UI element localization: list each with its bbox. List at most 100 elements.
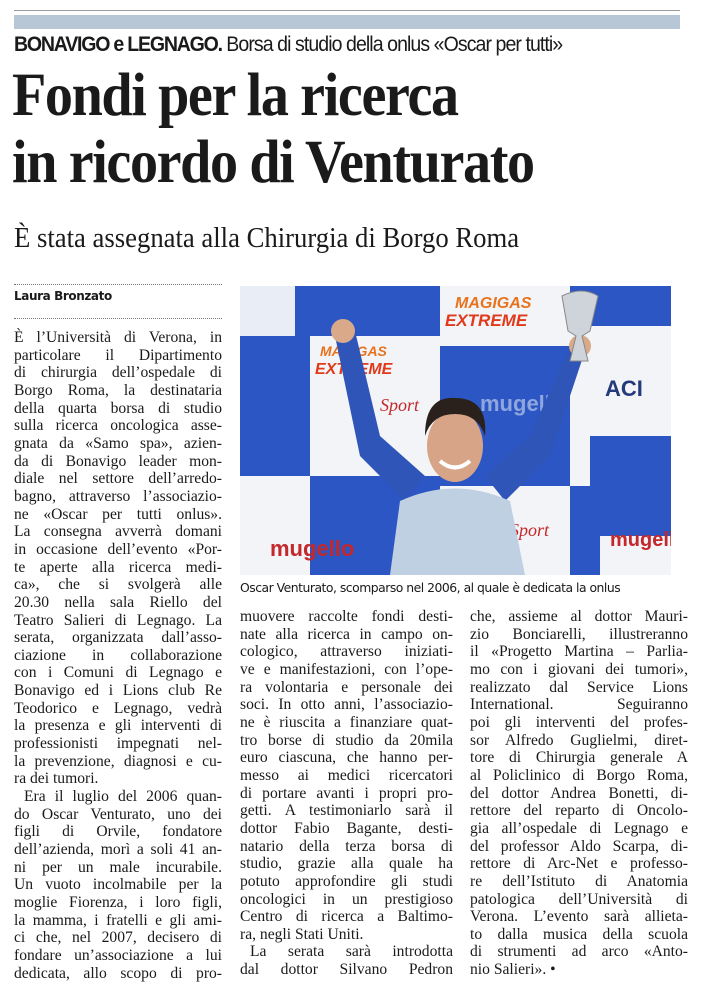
- text-line: patologica dell’Università di: [470, 890, 688, 908]
- text-line: ne è riuscita a finanziare quat-: [240, 713, 453, 731]
- text-line: la presenza e gli interventi di: [14, 717, 222, 735]
- text-line: ve e manifestazioni, con l’ope-: [240, 660, 453, 678]
- text-line: Bonavigo ed i Lions club Re: [14, 682, 222, 700]
- text-line: ciazione in collaborazione: [14, 646, 222, 664]
- text-line: fondare un’associazione a lui: [14, 946, 222, 964]
- text-line: gia all’ospedale di Legnago e: [470, 819, 688, 837]
- text-line: professionisti impegnati nel-: [14, 735, 222, 753]
- text-line: È l’Università di Verona, in: [14, 329, 222, 346]
- text-line: serata, organizzata dall’asso-: [14, 629, 222, 647]
- text-line: di portare avanti i propri pro-: [240, 784, 453, 802]
- text-line: soci. In otto anni, l’associazio-: [240, 696, 453, 714]
- divider: [14, 318, 222, 319]
- text-line: la mamma, i fratelli e gli ami-: [14, 911, 222, 929]
- text-line: ra dei tumori.: [14, 770, 99, 788]
- text-line: la prevenzione, diagnosi e cu-: [14, 752, 222, 770]
- text-line: tro borse di studio da 20mila: [240, 731, 453, 749]
- text-line: il «Progetto Martina – Parlia-: [470, 643, 688, 661]
- text-line: to dalla musica della scuola: [470, 925, 688, 943]
- text-line: International. Seguiranno: [470, 696, 688, 714]
- text-line: rettore del reparto di Oncolo-: [470, 802, 688, 820]
- text-line: ni per un male incurabile.: [14, 858, 222, 876]
- text-line: di chirurgia dell’ospedale di: [14, 364, 222, 382]
- photo-caption: Oscar Venturato, scomparso nel 2006, al …: [240, 580, 621, 595]
- svg-text:MAGIGAS: MAGIGAS: [455, 295, 532, 312]
- kicker-location: BONAVIGO e LEGNAGO.: [14, 33, 223, 56]
- text-line: di strumenti ad arco «Anto-: [470, 943, 688, 961]
- text-line: zio Bonciarelli, illustreranno: [470, 625, 688, 643]
- text-line: Teatro Salieri di Legnago. La: [14, 611, 222, 629]
- text-line: Borgo Roma, la destinataria: [14, 381, 222, 399]
- text-line: te aperte alla ricerca medi-: [14, 558, 222, 576]
- text-line: in occasione dell’evento «Por-: [14, 540, 222, 558]
- paragraph: È l’Università di Verona, in particolare …: [14, 329, 222, 788]
- podium-photo: MAGIGAS EXTREME MAGIGAS EXTREME Sport AC…: [240, 286, 671, 575]
- text-line: dal dottor Silvano Pedron: [240, 961, 453, 979]
- text-line: con i Comuni di Legnago e: [14, 664, 222, 682]
- text-line: diale nel settore dell’arredo-: [14, 470, 222, 488]
- svg-text:Sport: Sport: [380, 395, 420, 415]
- text-line: che, assieme al dottor Mauri-: [470, 608, 688, 625]
- svg-text:Sport: Sport: [510, 520, 550, 540]
- top-rule: [14, 10, 680, 11]
- text-line: poi gli interventi del profes-: [470, 713, 688, 731]
- paragraph: che, assieme al dottor Mauri-zio Bonciar…: [470, 608, 688, 979]
- text-line: nio Salieri». •: [470, 961, 556, 979]
- article-column-3: che, assieme al dottor Mauri-zio Bonciar…: [470, 608, 688, 979]
- text-line: bagno, attraverso l’associazio-: [14, 487, 222, 505]
- text-line: muovere raccolte fondi desti-: [240, 608, 453, 625]
- article-column-1: È l’Università di Verona, in particolare …: [14, 329, 222, 982]
- photo-oscar-venturato: MAGIGAS EXTREME MAGIGAS EXTREME Sport AC…: [240, 286, 671, 575]
- text-line: do Oscar Venturato, uno dei: [14, 805, 222, 823]
- text-line: ra, negli Stati Uniti.: [240, 925, 364, 943]
- text-line: del dottor Andrea Bonetti, di-: [470, 784, 688, 802]
- text-line: Centro di ricerca a Baltimo-: [240, 908, 453, 926]
- svg-text:mugello: mugello: [270, 536, 354, 561]
- text-line: gnata da «Samo spa», azien-: [14, 434, 222, 452]
- text-line: La consegna avverrà domani: [14, 523, 222, 541]
- subtitle: È stata assegnata alla Chirurgia di Borg…: [14, 222, 520, 254]
- text-line: figli di Orvile, fondatore: [14, 823, 222, 841]
- text-line: al Policlinico di Borgo Roma,: [470, 766, 688, 784]
- text-line: nate alla ricerca in campo on-: [240, 625, 453, 643]
- text-line: oncologici in un prestigioso: [240, 890, 453, 908]
- paragraph: La serata sarà introdotta dal dottor Silv…: [240, 943, 453, 978]
- text-line: dedicata, allo scopo di pro-: [14, 964, 222, 982]
- text-line: potuto approfondire gli studi: [240, 872, 453, 890]
- text-line: getti. A testimoniarlo sarà il: [240, 802, 453, 820]
- text-line: Un vuoto incolmabile per la: [14, 876, 222, 894]
- text-line: studio, grazie alla quale ha: [240, 855, 453, 873]
- text-line: ci che, nel 2007, decisero di: [14, 929, 222, 947]
- svg-text:mugello: mugello: [610, 529, 671, 551]
- text-line: realizzato dal Service Lions: [470, 678, 688, 696]
- text-line: del professor Aldo Scarpa, di-: [470, 837, 688, 855]
- text-line: re dell’Istituto di Anatomia: [470, 872, 688, 890]
- text-line: particolare il Dipartimento: [14, 346, 222, 364]
- text-line: mo con i giovani dei tumori»,: [470, 660, 688, 678]
- text-line: sulla ricerca oncologica asse-: [14, 417, 222, 435]
- svg-text:EXTREME: EXTREME: [445, 311, 528, 330]
- text-line: messo ai medici ricercatori: [240, 766, 453, 784]
- text-line: Era il luglio del 2006 quan-: [24, 788, 222, 806]
- headline-line: in ricordo di Venturato: [12, 129, 535, 196]
- kicker: BONAVIGO e LEGNAGO. Borsa di studio dell…: [14, 33, 563, 57]
- text-line: Verona. L’evento sarà allieta-: [470, 908, 688, 926]
- svg-text:ACI: ACI: [605, 376, 643, 401]
- text-line: euro ciascuna, che hanno per-: [240, 749, 453, 767]
- paragraph: muovere raccolte fondi desti-nate alla r…: [240, 608, 453, 943]
- paragraph: Era il luglio del 2006 quan-do Oscar Ven…: [14, 788, 222, 982]
- section-band: [14, 15, 680, 29]
- text-line: dottor Fabio Bagante, desti-: [240, 819, 453, 837]
- byline: Laura Bronzato: [14, 289, 112, 303]
- headline: Fondi per la ricerca in ricordo di Ventu…: [12, 62, 535, 196]
- kicker-text: Borsa di studio della onlus «Oscar per t…: [226, 33, 563, 56]
- text-line: ca», che si svolgerà alle: [14, 576, 222, 594]
- text-line: tore di Chirurgia generale A: [470, 749, 688, 767]
- text-line: ne «Oscar per tutti onlus».: [14, 505, 222, 523]
- headline-line: Fondi per la ricerca: [12, 62, 459, 129]
- text-line: cologico, attraverso iniziati-: [240, 643, 453, 661]
- text-line: moglie Fiorenza, i loro figli,: [14, 894, 222, 911]
- text-line: sor Alfredo Guglielmi, diret-: [470, 731, 688, 749]
- text-line: 20.30 nella sala Riello del: [14, 593, 222, 611]
- article-column-2: muovere raccolte fondi desti-nate alla r…: [240, 608, 453, 979]
